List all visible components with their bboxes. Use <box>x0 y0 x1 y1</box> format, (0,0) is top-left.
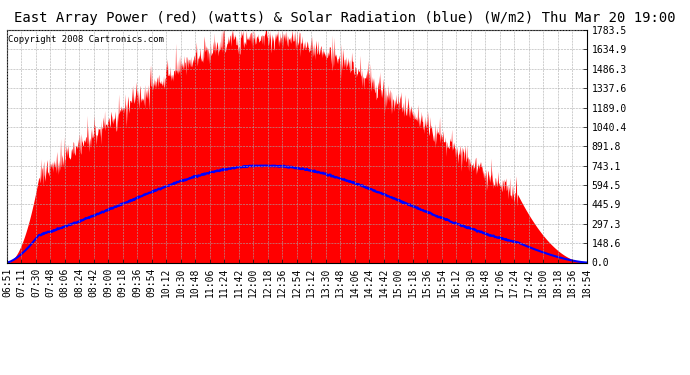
Text: Copyright 2008 Cartronics.com: Copyright 2008 Cartronics.com <box>8 34 164 44</box>
Text: East Array Power (red) (watts) & Solar Radiation (blue) (W/m2) Thu Mar 20 19:00: East Array Power (red) (watts) & Solar R… <box>14 11 676 25</box>
